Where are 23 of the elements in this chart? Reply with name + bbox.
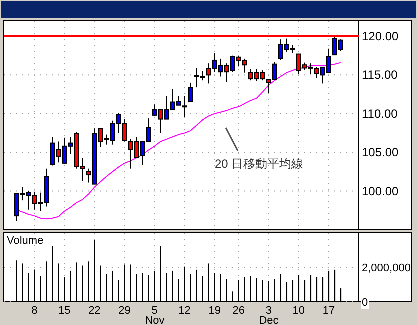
x-tick-label: 12 bbox=[178, 305, 191, 317]
x-tick-label: 10 bbox=[292, 305, 306, 317]
x-tick-label: 19 bbox=[208, 305, 221, 317]
y-tick-label: 110.00 bbox=[362, 106, 398, 121]
x-tick-label: 17 bbox=[322, 305, 336, 317]
x-tick-label: 22 bbox=[88, 305, 101, 317]
x-tick-label: 26 bbox=[232, 305, 245, 317]
y-tick-label: 2,000,000 bbox=[362, 262, 411, 274]
x-tick-label: 3 bbox=[266, 305, 272, 317]
x-tick-label: 8 bbox=[32, 305, 38, 317]
text: Nov bbox=[145, 315, 166, 325]
y-tick-label: 0 bbox=[362, 297, 368, 309]
chart-title: Volume bbox=[7, 235, 44, 247]
y-tick-label: 100.00 bbox=[362, 184, 400, 198]
text: Dec bbox=[259, 315, 280, 325]
x-tick-label: 29 bbox=[118, 305, 131, 317]
candlestick bbox=[188, 82, 194, 102]
x-tick-label: 5 bbox=[152, 305, 158, 317]
annotation: 20 日移動平均線 bbox=[215, 157, 304, 171]
y-tick-label: 115.00 bbox=[362, 68, 398, 82]
x-tick-label: 15 bbox=[58, 305, 71, 317]
y-tick-label: 105.00 bbox=[362, 146, 400, 160]
y-tick-label: 120.00 bbox=[362, 29, 400, 44]
